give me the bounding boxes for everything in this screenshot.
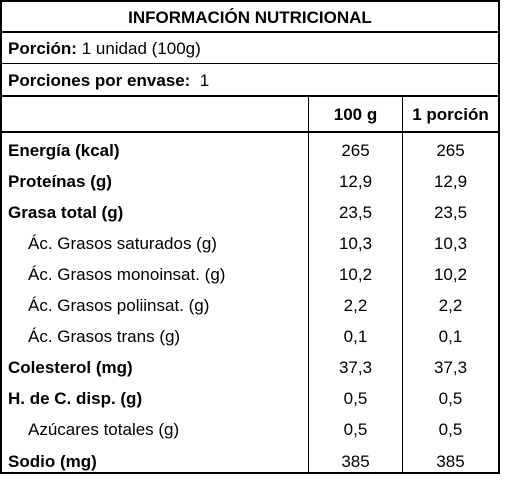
serving-size: Porción: 1 unidad (100g) bbox=[2, 33, 498, 64]
nutrient-row: Ác. Grasos saturados (g) 10,3 10,3 bbox=[2, 228, 498, 259]
nutrient-value-portion: 10,2 bbox=[433, 265, 468, 285]
nutrient-row: Ác. Grasos poliinsat. (g) 2,2 2,2 bbox=[2, 290, 498, 321]
nutrient-value-100g: 0,5 bbox=[343, 389, 368, 409]
nutrient-row: Colesterol (mg) 37,3 37,3 bbox=[2, 352, 498, 383]
nutrient-value-100g: 10,2 bbox=[338, 265, 373, 285]
servings-per-container: Porciones por envase: 1 bbox=[2, 64, 498, 97]
nutrient-row: Grasa total (g) 23,5 23,5 bbox=[2, 197, 498, 228]
nutrient-value-portion: 0,5 bbox=[438, 389, 463, 409]
nutrient-value-100g: 10,3 bbox=[338, 234, 373, 254]
nutrient-value-100g: 23,5 bbox=[338, 203, 373, 223]
nutrient-value-portion: 0,1 bbox=[438, 327, 463, 347]
nutrient-row: Energía (kcal) 265 265 bbox=[2, 135, 498, 166]
nutrient-name: H. de C. disp. (g) bbox=[8, 389, 143, 409]
nutrient-row: H. de C. disp. (g) 0,5 0,5 bbox=[2, 383, 498, 414]
nutrient-value-100g: 2,2 bbox=[343, 296, 368, 316]
servings-per-container-value: 1 bbox=[199, 71, 210, 90]
column-header-row: 100 g 1 porción bbox=[2, 97, 498, 133]
servings-per-container-label: Porciones por envase: bbox=[8, 71, 191, 90]
nutrient-row: Ác. Grasos monoinsat. (g) 10,2 10,2 bbox=[2, 259, 498, 290]
serving-size-label: Porción: bbox=[8, 39, 77, 58]
nutrient-value-100g: 0,5 bbox=[343, 420, 368, 440]
nutrient-name: Energía (kcal) bbox=[8, 141, 120, 160]
nutrient-value-portion: 2,2 bbox=[438, 296, 463, 316]
nutrient-row: Sodio (mg) 385 385 bbox=[2, 446, 498, 477]
nutrient-name: Azúcares totales (g) bbox=[28, 420, 180, 440]
nutrition-label: INFORMACIÓN NUTRICIONAL Porción: 1 unida… bbox=[0, 0, 500, 474]
nutrient-value-100g: 0,1 bbox=[343, 327, 368, 347]
nutrient-value-portion: 385 bbox=[436, 451, 465, 471]
nutrient-value-portion: 12,9 bbox=[433, 172, 468, 192]
nutrient-name: Sodio (mg) bbox=[8, 451, 97, 471]
nutrient-name: Colesterol (mg) bbox=[8, 358, 133, 378]
nutrient-value-portion: 0,5 bbox=[438, 420, 463, 440]
nutrient-row: Proteínas (g) 12,9 12,9 bbox=[2, 166, 498, 197]
nutrient-name: Proteínas (g) bbox=[8, 172, 112, 192]
nutrient-name: Grasa total (g) bbox=[8, 203, 124, 223]
nutrient-value-portion: 10,3 bbox=[433, 234, 468, 254]
nutrient-row: Ác. Grasos trans (g) 0,1 0,1 bbox=[2, 321, 498, 352]
column-divider bbox=[402, 97, 403, 472]
nutrient-name: Ác. Grasos poliinsat. (g) bbox=[28, 296, 210, 316]
nutrient-value-100g: 37,3 bbox=[338, 358, 373, 378]
label-title: INFORMACIÓN NUTRICIONAL bbox=[2, 2, 498, 33]
nutrient-value-100g: 385 bbox=[341, 451, 370, 471]
nutrient-value-portion: 265 bbox=[436, 141, 465, 160]
nutrient-row: Azúcares totales (g) 0,5 0,5 bbox=[2, 414, 498, 445]
serving-size-value: 1 unidad (100g) bbox=[81, 39, 201, 58]
column-header-portion: 1 porción bbox=[412, 105, 489, 124]
nutrient-value-portion: 37,3 bbox=[433, 358, 468, 378]
nutrient-name: Ác. Grasos trans (g) bbox=[28, 327, 181, 347]
nutrient-name: Ác. Grasos saturados (g) bbox=[28, 234, 217, 254]
column-header-100g: 100 g bbox=[333, 105, 378, 124]
nutrient-value-portion: 23,5 bbox=[433, 203, 468, 223]
nutrient-value-100g: 265 bbox=[341, 141, 370, 160]
column-divider bbox=[308, 97, 309, 472]
nutrient-name: Ác. Grasos monoinsat. (g) bbox=[28, 265, 226, 285]
nutrient-value-100g: 12,9 bbox=[338, 172, 373, 192]
